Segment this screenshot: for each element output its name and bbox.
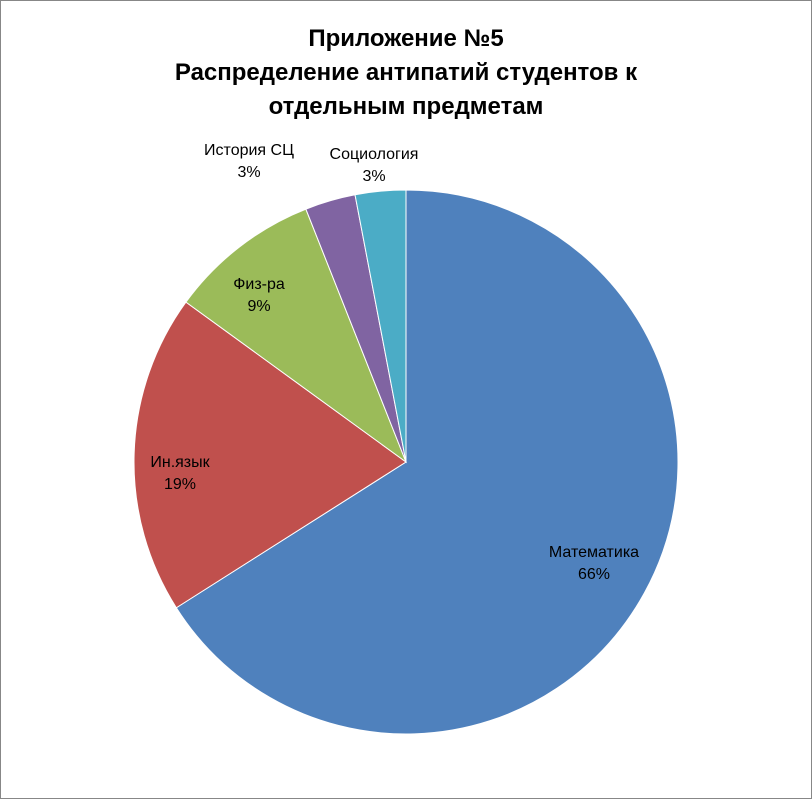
slice-category-label: Математика [549, 544, 639, 561]
pie-slice [185, 208, 408, 464]
slice-value-label: 3% [362, 168, 385, 185]
pie-slice [133, 301, 407, 609]
chart-title: Приложение №5 Распределение антипатий ст… [0, 22, 812, 124]
chart-title-line-1: Приложение №5 [308, 25, 504, 52]
pie-slice [354, 189, 407, 463]
slice-category-label: Социология [330, 146, 419, 163]
slice-value-label: 19% [164, 476, 196, 493]
slice-category-label: Физ-ра [233, 276, 285, 293]
slice-value-label: 3% [237, 164, 260, 181]
slice-value-label: 9% [247, 298, 270, 315]
pie-slice [175, 189, 679, 735]
chart-title-line-3: отдельным предметам [268, 93, 544, 120]
slice-category-label: История СЦ [204, 142, 294, 159]
chart-title-line-2: Распределение антипатий студентов к [174, 59, 638, 86]
slice-category-label: Ин.язык [150, 454, 210, 471]
slice-value-label: 66% [578, 566, 610, 583]
